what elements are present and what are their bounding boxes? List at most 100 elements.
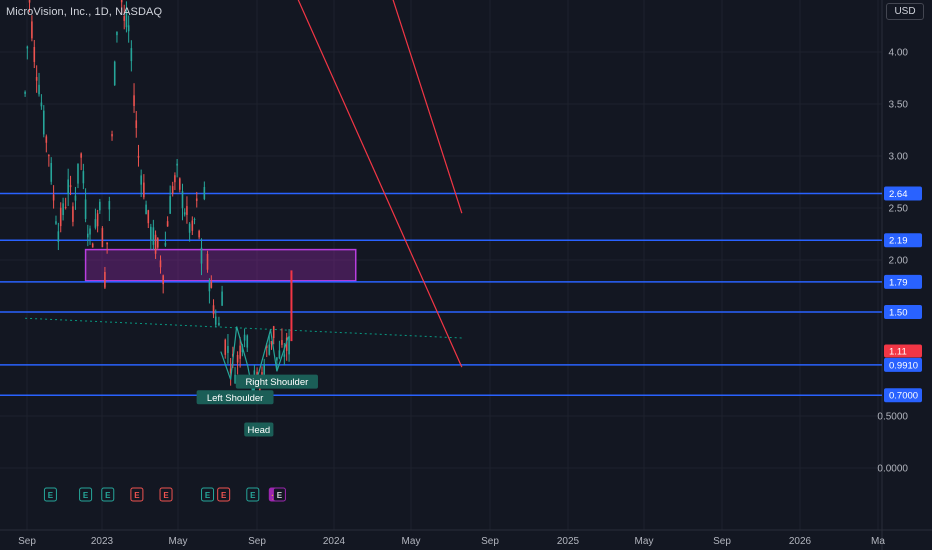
candle-body xyxy=(200,247,203,264)
candle-body xyxy=(108,201,111,210)
candle-body xyxy=(176,163,178,166)
candle-body xyxy=(42,110,45,135)
earnings-marker-label: E xyxy=(221,491,227,500)
candle-body xyxy=(278,350,281,359)
candle-body xyxy=(45,136,48,143)
last-price-label: 1.11 xyxy=(889,347,907,358)
candle-body xyxy=(236,355,239,363)
candle-body xyxy=(104,271,106,288)
candle-body xyxy=(137,155,140,158)
candle-body xyxy=(33,46,36,62)
candle-body xyxy=(31,21,33,39)
y-tick-label: 0.5000 xyxy=(877,412,908,423)
candle-body xyxy=(147,210,150,224)
earnings-marker-icon[interactable] xyxy=(246,487,260,502)
candle-body xyxy=(50,163,53,182)
candle-body xyxy=(82,171,85,184)
candle-body xyxy=(285,337,288,351)
candle-body xyxy=(156,238,159,248)
earnings-marker-icon[interactable] xyxy=(79,487,93,502)
earnings-marker-label: E xyxy=(134,491,140,500)
candle-body xyxy=(24,91,26,94)
candle-body xyxy=(166,221,169,227)
symbol-title: MicroVision, Inc., 1D, NASDAQ xyxy=(6,6,163,18)
earnings-marker-icon[interactable] xyxy=(217,487,231,502)
earnings-marker-label: E xyxy=(250,491,256,500)
candle-body xyxy=(99,201,101,211)
candle-body xyxy=(130,48,133,62)
candle-body xyxy=(140,175,142,185)
candle-body xyxy=(38,84,40,95)
candle-body xyxy=(101,228,104,248)
pattern-label: Head xyxy=(247,425,270,436)
candle-body xyxy=(224,339,227,355)
y-tick-label: 3.00 xyxy=(889,152,909,163)
candle-body xyxy=(206,253,209,270)
earnings-marker-icon[interactable] xyxy=(159,487,173,502)
candle-body xyxy=(26,46,29,49)
trend-line[interactable] xyxy=(346,0,463,214)
earnings-marker-icon[interactable] xyxy=(201,487,215,502)
level-price-badge xyxy=(884,274,922,289)
currency-button[interactable]: USD xyxy=(886,3,924,20)
candle-body xyxy=(191,220,194,231)
candle-body xyxy=(288,336,290,355)
trend-line[interactable] xyxy=(182,0,463,368)
candle-body xyxy=(64,207,67,209)
level-price-label: 1.50 xyxy=(889,308,908,319)
earnings-marker-label: E xyxy=(105,491,111,500)
candle-body xyxy=(123,16,126,21)
candle-body xyxy=(186,206,188,215)
candle-body xyxy=(80,153,82,158)
candle-body xyxy=(159,260,162,268)
candle-body xyxy=(164,242,167,246)
earnings-marker-label: E xyxy=(277,491,283,500)
candle-body xyxy=(272,326,275,339)
candle-body xyxy=(40,102,43,107)
candle-body xyxy=(52,194,55,201)
candle-body xyxy=(91,243,94,248)
candle-body xyxy=(150,226,152,241)
candle-body xyxy=(171,186,174,194)
candle-body xyxy=(214,316,217,325)
y-tick-label: 2.00 xyxy=(889,256,909,267)
x-tick-label: 2023 xyxy=(91,536,114,547)
candle-body xyxy=(210,282,213,288)
x-tick-label: Sep xyxy=(18,536,36,547)
candle-body xyxy=(188,223,191,233)
candle-body xyxy=(246,335,249,348)
candle-body xyxy=(89,228,91,235)
candle-body xyxy=(133,95,135,106)
x-tick-label: Sep xyxy=(248,536,266,547)
level-price-badge xyxy=(884,233,922,248)
level-price-badge xyxy=(884,388,922,403)
candle-body xyxy=(106,242,108,245)
candle-body xyxy=(281,340,283,345)
candle-body xyxy=(265,345,268,348)
candle-body xyxy=(174,175,176,183)
candle-body xyxy=(69,185,72,188)
candle-body xyxy=(221,291,223,306)
candle-body xyxy=(179,178,181,190)
pattern-label: Right Shoulder xyxy=(245,377,308,388)
candle-body xyxy=(243,334,246,341)
earnings-marker-icon[interactable] xyxy=(43,487,57,502)
level-price-badge xyxy=(884,186,922,201)
earnings-marker-icon[interactable] xyxy=(130,487,144,502)
candle-body xyxy=(234,374,236,384)
candle-body xyxy=(57,231,60,242)
candle-body xyxy=(195,198,198,201)
x-tick-label: Ma xyxy=(871,536,885,547)
candle-body xyxy=(111,134,113,137)
x-tick-label: 2025 xyxy=(557,536,580,547)
candle-body xyxy=(125,12,128,28)
candle-body xyxy=(212,305,215,315)
candle-body xyxy=(229,368,232,374)
earnings-marker-icon[interactable] xyxy=(272,487,286,502)
supply-zone-rectangle[interactable] xyxy=(84,248,357,282)
candle-body xyxy=(67,179,69,194)
earnings-marker-icon[interactable] xyxy=(101,487,115,502)
candle-body xyxy=(263,364,266,376)
